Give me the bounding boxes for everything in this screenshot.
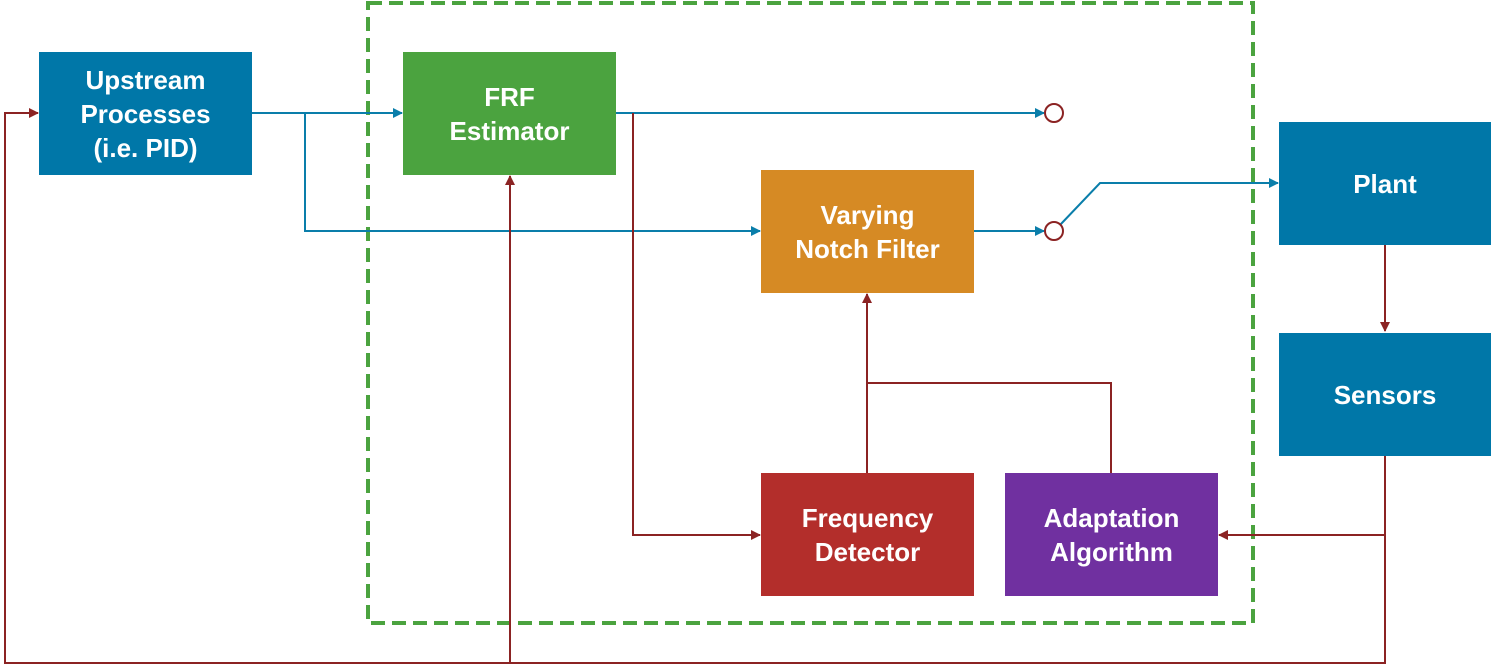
adaptation-algorithm-block: Adaptation Algorithm	[1005, 473, 1218, 596]
adaptive-filter-boundary	[366, 1, 1255, 625]
frequency-detector-block: Frequency Detector	[761, 473, 974, 596]
upstream-processes-block: Upstream Processes (i.e. PID)	[39, 52, 252, 175]
sensors-block: Sensors	[1279, 333, 1491, 456]
sensors-feedback-to-upstream-arrow	[4, 108, 1386, 664]
plant-block: Plant	[1279, 122, 1491, 245]
switch-to-plant-arrow	[1059, 178, 1279, 226]
frf-to-frequency-detector-arrow	[632, 113, 761, 540]
varying-notch-filter-block: Varying Notch Filter	[761, 170, 974, 293]
switch-terminal-notch	[1044, 221, 1064, 241]
adaptation-to-notch-line	[867, 382, 1112, 473]
frf-estimator-block: FRF Estimator	[403, 52, 616, 175]
upstream-to-notch-arrow	[304, 113, 761, 236]
switch-terminal-frf	[1044, 103, 1064, 123]
